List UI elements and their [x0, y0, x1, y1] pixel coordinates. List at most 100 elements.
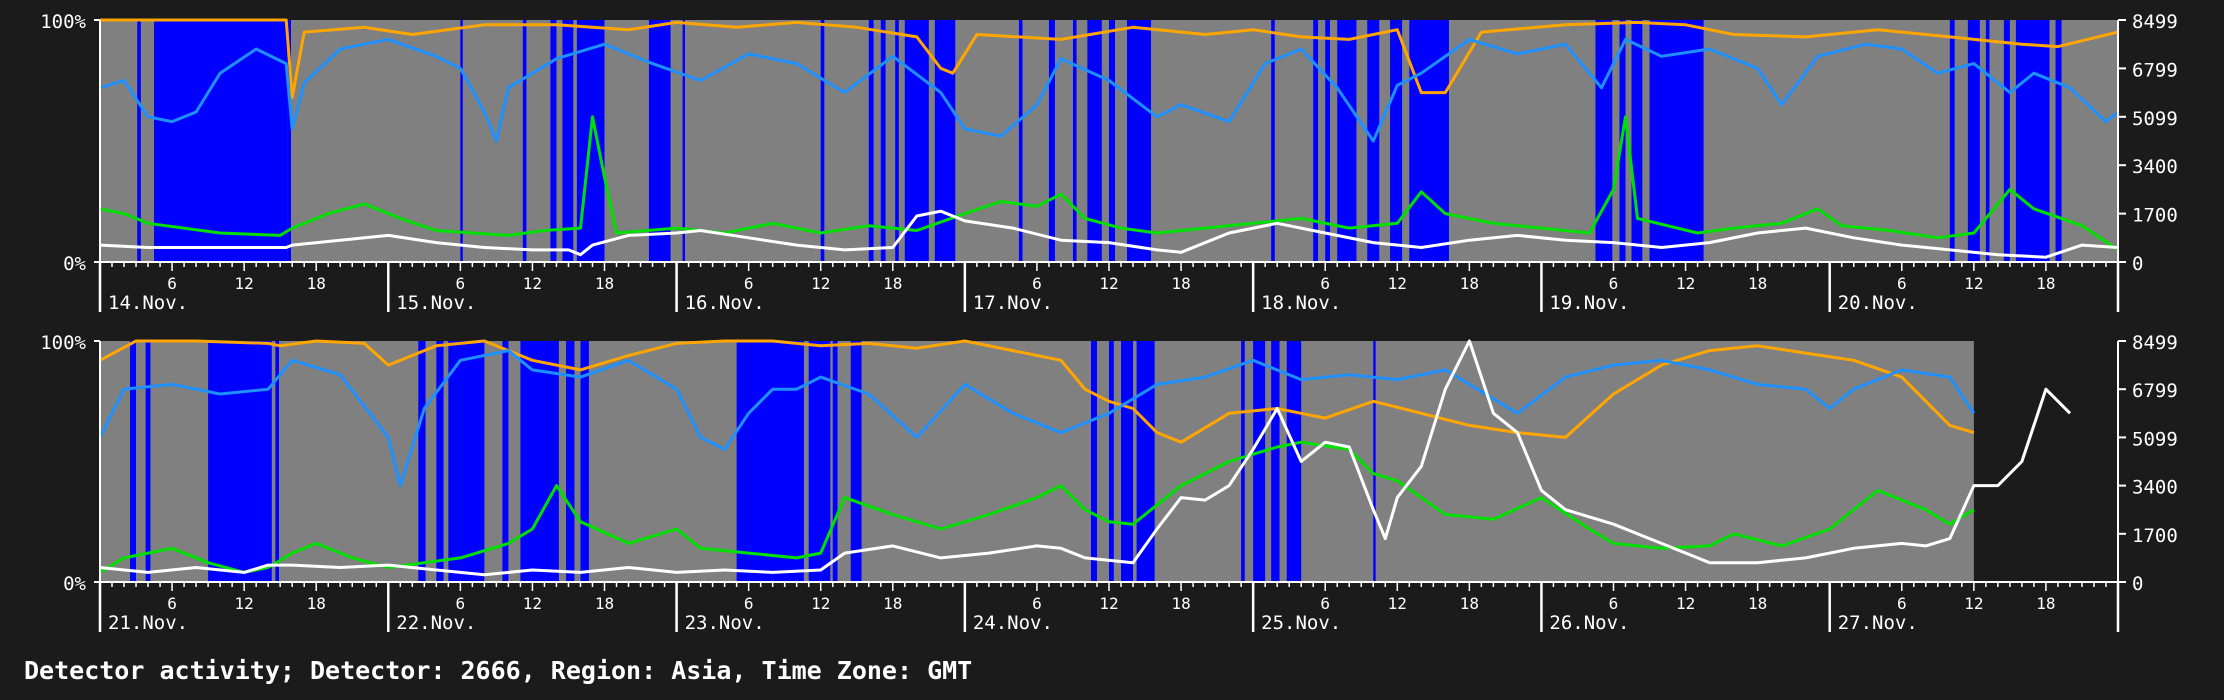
activity-band	[580, 341, 589, 582]
x-axis-day-label: 16.Nov.	[685, 292, 765, 314]
x-axis-hour-label: 12	[1388, 594, 1407, 613]
x-axis-hour-label: 18	[1171, 274, 1190, 293]
series-line-2	[99, 115, 2119, 252]
activity-band	[1949, 20, 1955, 262]
x-axis-hour-label: 6	[744, 274, 754, 293]
activity-band	[895, 20, 899, 262]
activity-band	[1286, 341, 1302, 582]
activity-band	[832, 341, 838, 582]
x-axis-hour-label: 12	[1099, 594, 1118, 613]
right-axis-label: 0	[2132, 253, 2143, 275]
activity-band	[1631, 20, 1643, 262]
activity-band	[1373, 341, 1376, 582]
left-axis-label-bottom: 0%	[63, 573, 86, 595]
x-axis-day-label: 19.Nov.	[1549, 292, 1629, 314]
x-axis-hour-label: 6	[1609, 594, 1619, 613]
activity-band	[1109, 20, 1116, 262]
x-axis-hour-label: 18	[595, 594, 614, 613]
activity-band	[287, 20, 291, 262]
x-axis-day-label: 20.Nov.	[1838, 292, 1918, 314]
activity-band	[1087, 20, 1102, 262]
activity-band	[1109, 341, 1114, 582]
activity-band	[145, 341, 151, 582]
x-axis-hour-label: 6	[456, 594, 466, 613]
activity-band	[1390, 20, 1403, 262]
activity-band	[1121, 341, 1134, 582]
x-axis-hour-label: 12	[1676, 274, 1695, 293]
x-axis-hour-label: 18	[307, 274, 326, 293]
x-axis-hour-label: 6	[1320, 594, 1330, 613]
activity-band	[154, 20, 288, 262]
series-line-0	[100, 18, 2119, 99]
right-axis-label: 1700	[2132, 205, 2178, 227]
x-axis-hour-label: 18	[595, 274, 614, 293]
x-axis-hour-label: 6	[744, 594, 754, 613]
left-axis-label-bottom: 0%	[63, 253, 86, 275]
right-axis-label: 5099	[2132, 108, 2178, 130]
activity-band	[1048, 20, 1055, 262]
activity-band	[1127, 20, 1152, 262]
activity-band	[934, 20, 956, 262]
x-axis-hour-label: 12	[523, 594, 542, 613]
activity-band	[850, 341, 862, 582]
activity-band	[562, 20, 574, 262]
activity-band	[1967, 20, 1980, 262]
x-axis-hour-label: 12	[811, 594, 830, 613]
x-axis-day-label: 22.Nov.	[396, 612, 476, 634]
series-line-3	[99, 339, 2072, 577]
activity-band	[1018, 20, 1023, 262]
activity-band	[208, 341, 272, 582]
x-axis-hour-label: 18	[1748, 274, 1767, 293]
activity-band	[1241, 341, 1245, 582]
activity-band	[808, 341, 831, 582]
x-axis-day-label: 14.Nov.	[108, 292, 188, 314]
activity-band	[448, 341, 485, 582]
series-line-1	[98, 349, 1976, 488]
x-axis-hour-label: 12	[811, 274, 830, 293]
x-axis-hour-label: 6	[167, 274, 177, 293]
series-line-3	[99, 209, 2119, 259]
activity-band	[736, 341, 804, 582]
x-axis-hour-label: 12	[1099, 274, 1118, 293]
activity-band	[436, 341, 444, 582]
x-axis-day-label: 26.Nov.	[1549, 612, 1629, 634]
activity-band	[460, 20, 463, 262]
right-axis-label: 8499	[2132, 11, 2178, 33]
x-axis-hour-label: 12	[1676, 594, 1695, 613]
activity-band	[1325, 20, 1331, 262]
activity-band	[550, 20, 557, 262]
x-axis-hour-label: 18	[307, 594, 326, 613]
x-axis-hour-label: 18	[1460, 274, 1479, 293]
x-axis-hour-label: 12	[1388, 274, 1407, 293]
activity-band	[1595, 20, 1613, 262]
activity-band	[275, 341, 279, 582]
right-axis-label: 8499	[2132, 332, 2178, 354]
activity-band	[520, 341, 559, 582]
x-axis-hour-label: 12	[1964, 274, 1983, 293]
right-axis-label: 6799	[2132, 59, 2178, 81]
activity-band	[1649, 20, 1704, 262]
activity-band	[2055, 20, 2062, 262]
x-axis-hour-label: 6	[1032, 274, 1042, 293]
x-axis-hour-label: 18	[883, 594, 902, 613]
x-axis-day-label: 25.Nov.	[1261, 612, 1341, 634]
x-axis-day-label: 21.Nov.	[108, 612, 188, 634]
x-axis-hour-label: 18	[1460, 594, 1479, 613]
right-axis-label: 6799	[2132, 380, 2178, 402]
x-axis-day-label: 17.Nov.	[973, 292, 1053, 314]
activity-band	[1271, 20, 1275, 262]
x-axis-hour-label: 6	[456, 274, 466, 293]
x-axis-hour-label: 6	[1609, 274, 1619, 293]
activity-band	[904, 20, 929, 262]
x-axis-day-label: 18.Nov.	[1261, 292, 1341, 314]
x-axis-hour-label: 18	[1748, 594, 1767, 613]
activity-band	[566, 341, 575, 582]
activity-band	[1136, 341, 1155, 582]
left-axis-label-top: 100%	[40, 11, 86, 33]
x-axis-day-label: 27.Nov.	[1838, 612, 1918, 634]
activity-band	[1985, 20, 1990, 262]
activity-band	[880, 20, 886, 262]
activity-band	[418, 341, 426, 582]
